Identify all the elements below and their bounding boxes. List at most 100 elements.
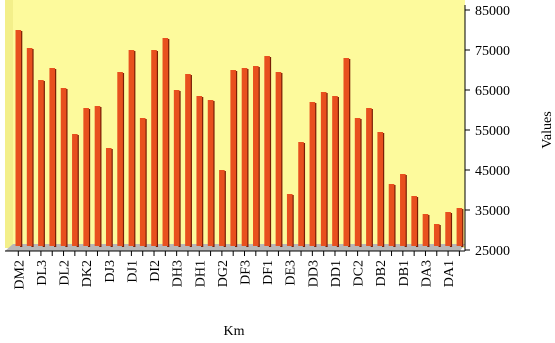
bar-de2 [286,194,293,246]
bar-shadow [144,119,147,247]
bar-dg2 [230,70,236,246]
bar-dl2 [72,134,78,246]
bar-shadow [415,197,419,247]
bar-dl2b [49,68,56,246]
bar-dc1 [377,132,384,246]
bar-shadow [302,143,306,247]
x-tick-label: DJ1 [125,260,140,283]
bar-dk2 [94,106,101,246]
x-tick-label: DF1 [261,260,276,285]
bar-shadow [280,73,283,247]
bar-shadow [42,81,45,247]
bar-df1 [275,72,282,246]
bar-de1 [309,102,316,246]
y-tick-label: 75000 [475,44,510,59]
x-tick-label: DE3 [284,260,299,286]
bar-shadow [155,51,159,247]
bar-dg1 [241,68,248,246]
x-tick-label: DM2 [12,260,27,290]
bar-dj3 [117,72,123,246]
bar-shadow [65,89,68,247]
x-tick-label: DC2 [352,260,367,286]
bar-de3 [298,142,304,246]
bar-dk1 [105,148,112,246]
bar-da4 [422,214,429,246]
bar-da1 [456,208,463,246]
bar-shadow [449,213,453,247]
y-axis-title: Values [540,111,555,148]
bar-shadow [76,135,79,247]
bar-dd3 [320,92,327,246]
bar-shadow [382,133,385,247]
bar-shadow [370,109,373,247]
y-tick-label: 65000 [475,84,510,99]
bar-dc2 [366,108,372,246]
bar-dg3 [219,170,225,246]
bar-shadow [268,57,272,247]
bar-shadow [121,73,125,247]
bar-shadow [427,215,430,247]
bar-shadow [461,209,464,247]
x-tick-label: DI2 [148,260,163,282]
bar-shadow [201,97,204,247]
bar-shadow [31,49,34,247]
x-tick-label: DD1 [329,260,344,287]
x-tick-label: DL3 [35,260,50,286]
bar-shadow [336,97,339,247]
bar-dm1 [26,48,33,246]
x-tick-label: DF3 [239,260,254,285]
y-tick-label: 85000 [475,4,510,19]
bar-dc3 [354,118,361,246]
bar-di2 [162,38,169,246]
bar-shadow [212,101,215,247]
bar-shadow [325,93,328,247]
y-tick-label: 55000 [475,124,510,139]
bar-dl3 [38,80,44,246]
x-tick-label: DL2 [58,260,73,286]
y-axis-ticks: 25000 35000 45000 55000 65000 75000 85000 [465,4,510,259]
y-tick-label: 45000 [475,164,510,179]
bar-shadow [223,171,226,247]
bar-shadow [393,185,396,247]
bar-df3 [253,66,259,246]
bar-dj2 [128,50,135,246]
bar-db1 [411,196,417,246]
bar-shadow [99,107,102,247]
bar-dk3 [83,108,89,246]
y-tick-label: 25000 [475,244,510,259]
x-tick-label: DK2 [80,260,95,287]
x-tick-label: DA1 [442,260,457,287]
bar-shadow [348,59,351,247]
bar-df2 [264,56,270,246]
x-tick-label: DB2 [374,260,389,286]
x-tick-label: DH1 [193,260,208,287]
bar-shadow [359,119,362,247]
bar-shadow [291,195,294,247]
bar-shadow [110,149,113,247]
bar-di1 [173,90,180,246]
bar-da2 [445,212,451,246]
x-axis-ticks: DM2 DL3 DL2 DK2 DJ3 DJ1 DI2 DH3 DH1 DG2 DF3 DF1 DE3 D… [12,251,460,290]
x-tick-label: DG2 [216,260,231,287]
bar-dl1 [60,88,67,246]
bar-shadow [167,39,170,247]
bar-shadow [314,103,317,247]
x-tick-label: DB1 [397,260,412,286]
bar-shadow [438,225,441,247]
bar-dd2 [332,96,338,246]
bar-dj1 [139,118,146,246]
bar-shadow [20,31,23,247]
x-tick-label: DH3 [171,260,186,287]
x-tick-label: DD3 [306,260,321,287]
x-tick-label: DJ3 [103,260,118,283]
bar-shadow [404,175,407,247]
bar-db2 [388,184,395,246]
bar-dh3 [185,74,191,246]
bar-shadow [87,109,91,247]
y-tick-label: 35000 [475,204,510,219]
bar-dm2 [15,30,22,246]
bar-dh2 [196,96,203,246]
bar-shadow [246,69,249,247]
bar-dh1 [207,100,214,246]
